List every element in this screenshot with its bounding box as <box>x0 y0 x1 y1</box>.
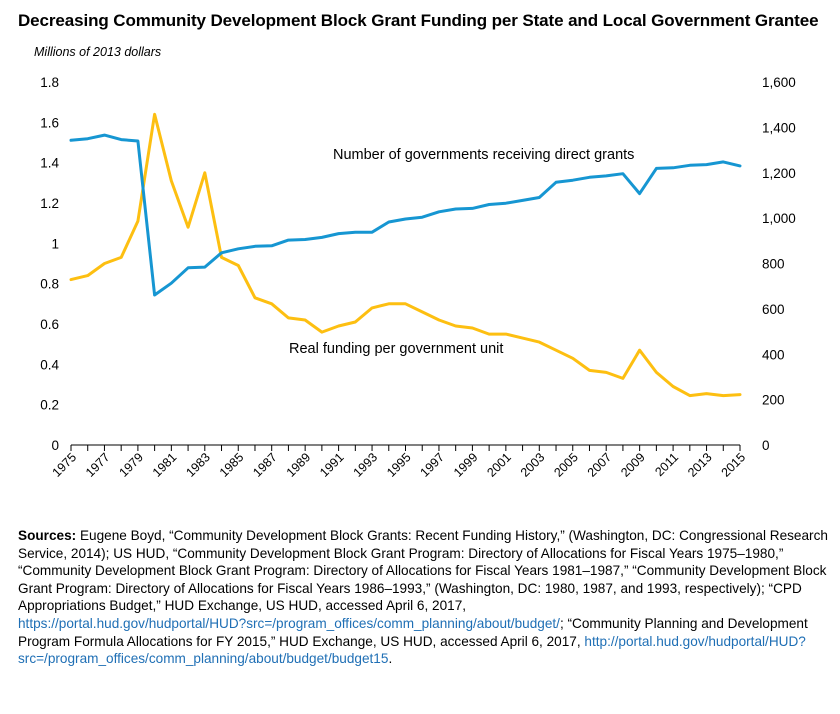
right-tick-label: 600 <box>762 302 785 317</box>
right-tick-label: 800 <box>762 257 785 272</box>
line-chart: 0 0.2 0.4 0.6 0.8 1 1.2 1.4 1.6 1.8 0 200 400 600 800 1… <box>40 75 796 480</box>
x-tick-label: 1995 <box>384 450 414 480</box>
left-tick-label: 0 <box>51 438 59 453</box>
x-tick-label: 1989 <box>284 450 314 480</box>
right-tick-label: 1,000 <box>762 211 796 226</box>
left-tick-label: 0.6 <box>40 317 59 332</box>
sources-label: Sources: <box>18 528 77 543</box>
x-tick-label: 1977 <box>83 450 113 480</box>
left-tick-label: 1.2 <box>40 196 59 211</box>
sources-text-3: . <box>388 651 393 667</box>
x-tick-label: 1987 <box>250 450 280 480</box>
x-tick-label: 1985 <box>217 450 247 480</box>
left-tick-label: 0.8 <box>40 277 59 292</box>
x-tick-label: 2013 <box>685 450 715 480</box>
sources-link-2[interactable]: http://portal.hud.gov/hudportal/HUD?src=… <box>18 633 806 667</box>
sources-note: Sources: Eugene Boyd, “Community Develop… <box>18 527 833 668</box>
x-tick-label: 2003 <box>518 450 548 480</box>
x-tick-label: 1981 <box>150 450 180 480</box>
right-tick-label: 1,200 <box>762 166 796 181</box>
left-tick-label: 1.4 <box>40 156 59 171</box>
left-tick-label: 1.8 <box>40 75 59 90</box>
left-axis-unit-label: Millions of 2013 dollars <box>34 45 162 59</box>
sources-text-1: Eugene Boyd, “Community Development Bloc… <box>18 528 828 614</box>
yellow-series-annotation: Real funding per government unit <box>289 341 503 357</box>
x-tick-label: 1997 <box>418 450 448 480</box>
x-tick-label: 1999 <box>451 450 481 480</box>
right-tick-label: 200 <box>762 393 785 408</box>
left-tick-label: 1.6 <box>40 115 59 130</box>
x-tick-label: 2015 <box>719 450 749 480</box>
sources-text-2: ; “Community Planning and Development Pr… <box>18 615 808 649</box>
x-tick-label: 1975 <box>50 450 80 480</box>
right-tick-label: 400 <box>762 347 785 362</box>
blue-series-annotation: Number of governments receiving direct g… <box>333 147 634 163</box>
x-tick-label: 1983 <box>183 450 213 480</box>
left-tick-label: 0.2 <box>40 398 59 413</box>
chart-title: Decreasing Community Development Block G… <box>18 11 819 30</box>
x-tick-label: 2009 <box>618 450 648 480</box>
x-tick-label: 2011 <box>652 450 681 479</box>
x-tick-label: 1991 <box>317 450 347 480</box>
sources-link-1[interactable]: https://portal.hud.gov/hudportal/HUD?src… <box>18 615 560 631</box>
x-tick-label: 1979 <box>116 450 146 480</box>
x-tick-label: 2007 <box>585 450 615 480</box>
right-tick-label: 1,400 <box>762 120 796 135</box>
right-tick-label: 0 <box>762 438 770 453</box>
x-tick-label: 1993 <box>351 450 381 480</box>
left-tick-label: 1 <box>51 236 59 251</box>
right-tick-label: 1,600 <box>762 75 796 90</box>
x-tick-label: 2005 <box>551 450 581 480</box>
x-tick-label: 2001 <box>484 450 514 480</box>
left-tick-label: 0.4 <box>40 357 59 372</box>
